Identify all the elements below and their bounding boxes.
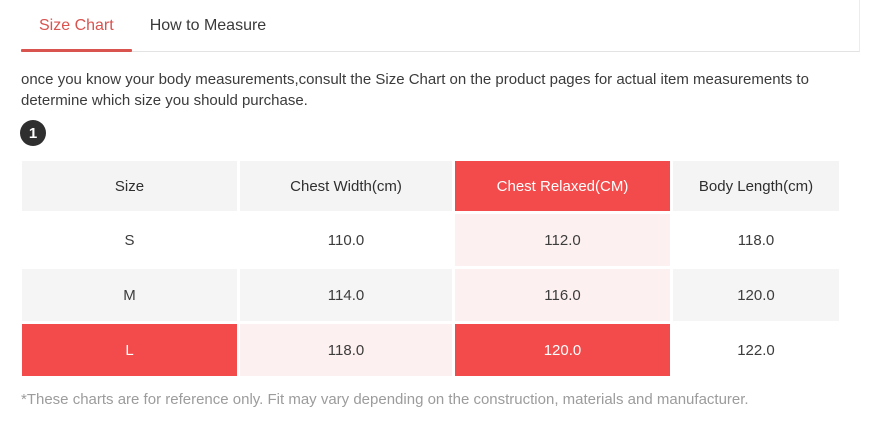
column-header-chest-width-cm[interactable]: Chest Width(cm) — [240, 161, 452, 211]
value-cell: 110.0 — [240, 214, 452, 266]
value-cell: 122.0 — [673, 324, 839, 376]
size-chart-description: once you know your body measurements,con… — [21, 71, 809, 109]
step-1-badge: 1 — [20, 120, 46, 146]
table-row: L 118.0 120.0 122.0 — [22, 324, 839, 376]
value-cell: 112.0 — [455, 214, 670, 266]
size-cell[interactable]: M — [22, 269, 237, 321]
column-header-size[interactable]: Size — [22, 161, 237, 211]
size-cell[interactable]: L — [22, 324, 237, 376]
table-row: S 110.0 112.0 118.0 — [22, 214, 839, 266]
table-row: M 114.0 116.0 120.0 — [22, 269, 839, 321]
value-cell: 118.0 — [673, 214, 839, 266]
value-cell: 114.0 — [240, 269, 452, 321]
value-cell: 118.0 — [240, 324, 452, 376]
size-table-body: S 110.0 112.0 118.0 M 114.0 116.0 120.0 L 118.0 12… — [22, 214, 839, 376]
tab-size-chart[interactable]: Size Chart — [21, 0, 132, 52]
tab-bar: Size Chart How to Measure — [21, 0, 860, 52]
value-cell: 120.0 — [673, 269, 839, 321]
value-cell: 120.0 — [455, 324, 670, 376]
size-cell[interactable]: S — [22, 214, 237, 266]
header-row: Size Chest Width(cm) Chest Relaxed(CM) Body… — [22, 161, 839, 211]
column-header-chest-relaxed-cm[interactable]: Chest Relaxed(CM) — [455, 161, 670, 211]
size-table-head: Size Chest Width(cm) Chest Relaxed(CM) Body… — [22, 161, 839, 211]
column-header-body-length-cm[interactable]: Body Length(cm) — [673, 161, 839, 211]
size-table: Size Chest Width(cm) Chest Relaxed(CM) Body… — [19, 158, 842, 379]
reference-footnote: *These charts are for reference only. Fi… — [21, 391, 749, 408]
value-cell: 116.0 — [455, 269, 670, 321]
tab-how-to-measure[interactable]: How to Measure — [149, 16, 267, 34]
